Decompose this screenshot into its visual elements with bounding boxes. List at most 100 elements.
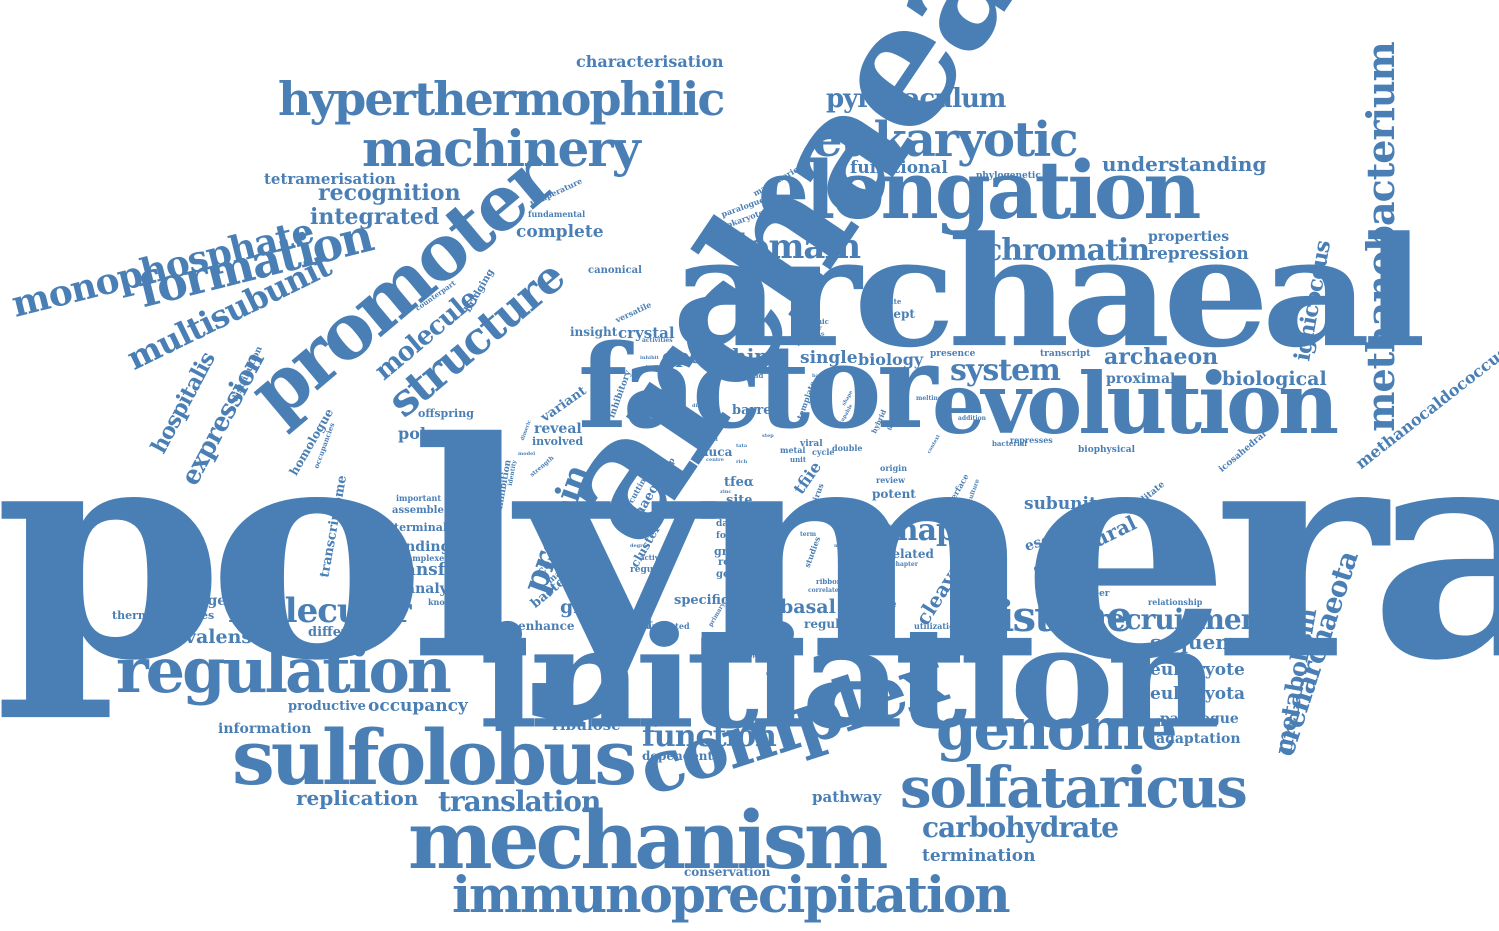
word-different: different [308, 625, 372, 640]
word-double: double [832, 443, 863, 453]
word-immunoprecipitation: immunoprecipitation [452, 865, 1011, 924]
word-viral: viral [800, 439, 823, 449]
word-genes: genes [664, 421, 681, 427]
word-tata: tata [736, 443, 748, 449]
word-chapter: chapter [892, 561, 918, 568]
word-biophysical: biophysical [1078, 445, 1135, 455]
word-ambivalens: ambivalens [132, 626, 253, 648]
word-tfea: tfeα [724, 475, 754, 490]
word-metal: metal [780, 445, 806, 455]
word-challenge: challenge [150, 593, 227, 609]
word-regulator: regulator [804, 617, 868, 631]
word-involved: involved [532, 435, 584, 448]
word-hyperthermophilic: hyperthermophilic [278, 72, 725, 126]
word-biology: biology [858, 350, 924, 369]
word-reveal: reveal [534, 421, 582, 437]
word-histone: histone [970, 592, 1133, 641]
word-unique: unique [846, 597, 897, 612]
word-evolution: evolution [932, 354, 1339, 453]
word-complete: complete [516, 222, 604, 242]
word-distinct: distinct [692, 403, 714, 409]
word-chromatin: chromatin [984, 233, 1150, 268]
word-function: function [642, 719, 777, 754]
word-assemble: assemble [392, 505, 444, 516]
word-important: important [396, 493, 442, 503]
word-basal: basal [780, 596, 836, 618]
word-site: site [726, 493, 753, 508]
word-employ: employ [744, 653, 765, 659]
word-sulphate: sulphate [838, 537, 863, 543]
word-unrelated: unrelated [646, 621, 690, 631]
word-enhance: enhance [518, 619, 575, 633]
word-element: element [590, 617, 654, 633]
word-origin: origin [880, 463, 908, 473]
word-sequence: sequence [1150, 630, 1255, 654]
word-functional: functional [850, 158, 948, 178]
word-barrel: barrel [732, 403, 777, 418]
word-properties: properties [1148, 229, 1230, 245]
word-regulate: regulate [630, 565, 673, 575]
word-integrated: integrated [310, 204, 440, 230]
word-contribute: contribute [860, 297, 902, 306]
word-dynamic: dynamic [796, 317, 829, 326]
word-potent: potent [872, 487, 916, 501]
word-recognition: recognition [318, 180, 461, 206]
word-concept: concept [862, 307, 915, 321]
word-information: information [218, 721, 312, 737]
word-host: host [706, 437, 719, 443]
word-replication: replication [296, 786, 419, 810]
word-degree: degree [630, 543, 650, 549]
word-ribulose: ribulose [552, 716, 621, 734]
word-review: review [876, 475, 905, 485]
word-activity: activity [640, 553, 669, 562]
word-eukaryota: eukaryota [1150, 684, 1246, 704]
word-molecular: molecular [228, 591, 411, 631]
word-chip: chip [720, 344, 769, 368]
word-basis: basis [812, 373, 827, 379]
word-machinery: machinery [362, 119, 641, 178]
word-tetramer: tetramer [792, 325, 822, 332]
word-transcript: transcript [1040, 349, 1091, 359]
word-compelling: compelling [744, 715, 794, 725]
word-stability: stability [726, 645, 754, 652]
word-step: step [762, 433, 774, 439]
word-crystal: crystal [618, 324, 675, 342]
word-related: related [886, 547, 934, 561]
word-polymer: polymer [398, 424, 471, 443]
word-rich: rich [736, 459, 748, 465]
word-specific: specific [674, 593, 729, 608]
word-correlate: correlate [808, 587, 839, 594]
word-position: position [950, 511, 978, 518]
word-form: form [716, 531, 741, 541]
word-model: model [518, 451, 536, 457]
word-knowledge: knowledge [428, 597, 476, 607]
word-complexes: complexes [402, 553, 449, 563]
word-represses: represses [1010, 435, 1053, 445]
word-eukaryotic: eukaryotic [812, 112, 1079, 168]
word-centre: centre [706, 457, 724, 463]
word-understanding: understanding [1102, 152, 1267, 176]
word-binding: binding [390, 539, 451, 555]
word-initiation: initiation [478, 597, 1221, 760]
word-strand: strand [738, 371, 764, 380]
word-rnap: rnap [882, 513, 957, 548]
word-luca: luca [704, 445, 733, 459]
word-melting: melting [916, 395, 943, 402]
word-recruitment: recruitment [1094, 603, 1273, 636]
word-utilization: utilization [914, 621, 961, 631]
word-methanobacterium: methanobacterium [1357, 42, 1403, 432]
word-transfer: transfer [388, 560, 465, 580]
word-elongation: elongation [758, 143, 1201, 237]
word-phylogenetic: phylogenetic [976, 171, 1041, 181]
word-pathway: pathway [812, 788, 882, 806]
word-addition: addition [958, 415, 986, 422]
word-ribbon: ribbon [816, 577, 842, 586]
word-growth: growth [714, 545, 758, 558]
word-cycle: cycle [812, 447, 835, 457]
word-archaeon: archaeon [1104, 344, 1219, 370]
word-edge: edge [628, 445, 647, 454]
word-bacterial: bacterial [992, 439, 1027, 448]
word-solfataricus: solfataricus [900, 755, 1248, 821]
word-tetramerisation: tetramerisation [264, 170, 396, 188]
word-fundamental: fundamental [528, 209, 586, 219]
